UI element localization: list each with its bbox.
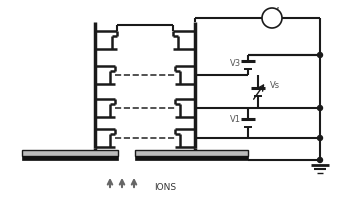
Circle shape — [318, 52, 323, 58]
Bar — [135, 156, 248, 160]
Text: I: I — [275, 7, 278, 17]
Bar — [135, 150, 248, 156]
Bar — [22, 156, 118, 160]
Circle shape — [318, 106, 323, 110]
Text: Vs: Vs — [270, 82, 280, 90]
Circle shape — [318, 158, 323, 162]
Circle shape — [262, 8, 282, 28]
Text: V1: V1 — [230, 116, 241, 124]
Bar — [22, 150, 118, 156]
Text: pA: pA — [268, 16, 276, 21]
Text: IONS: IONS — [154, 184, 176, 192]
Circle shape — [318, 136, 323, 140]
Text: V3: V3 — [230, 58, 241, 68]
